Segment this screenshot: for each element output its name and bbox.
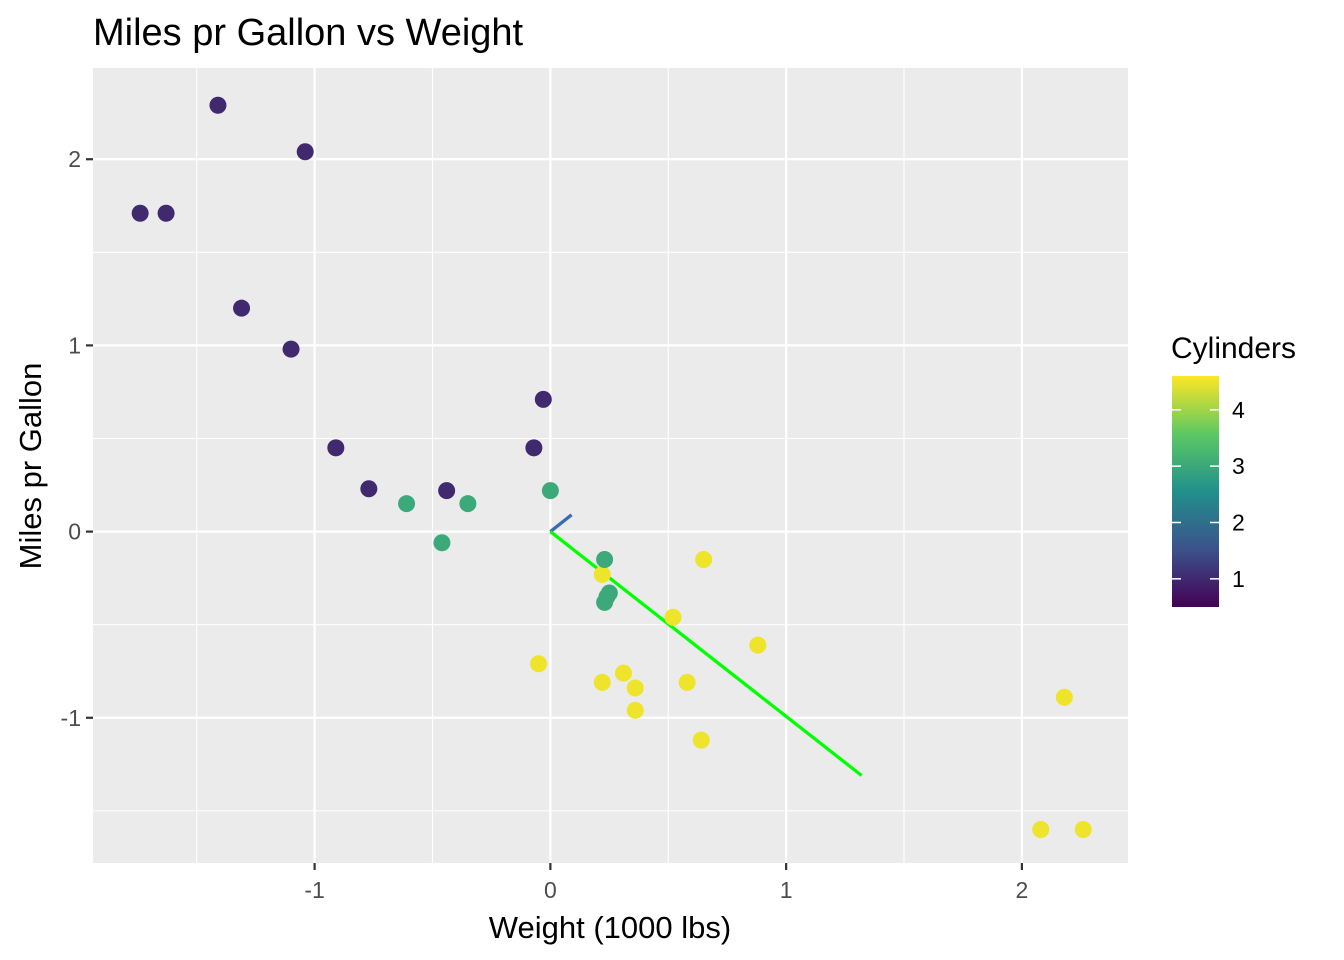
legend-title: Cylinders — [1171, 332, 1296, 365]
minor-gridlines — [93, 68, 1128, 863]
chart-title: Miles pr Gallon vs Weight — [93, 12, 524, 54]
data-point-7 — [360, 480, 378, 498]
y-tick-label-3: 2 — [68, 146, 81, 172]
data-point-24 — [593, 673, 611, 691]
legend-tick-label-0: 1 — [1232, 566, 1245, 592]
major-gridlines — [93, 68, 1128, 863]
data-point-8 — [438, 482, 456, 500]
x-tick-label-1: 0 — [544, 877, 557, 903]
data-point-26 — [626, 679, 644, 697]
fit-line-short — [549, 513, 573, 533]
data-point-11 — [398, 495, 416, 513]
y-tick-label-2: 1 — [68, 332, 81, 358]
data-point-21 — [664, 608, 682, 626]
data-point-32 — [1074, 820, 1092, 838]
x-axis: -1 0 1 2 — [304, 863, 1028, 903]
data-points — [131, 96, 1092, 838]
data-point-14 — [541, 482, 559, 500]
data-point-1 — [157, 204, 175, 222]
data-point-23 — [530, 655, 548, 673]
data-point-15 — [593, 565, 611, 583]
legend-ticks: 1 2 3 4 — [1172, 397, 1245, 592]
data-point-28 — [626, 701, 644, 719]
x-axis-title: Weight (1000 lbs) — [489, 910, 731, 945]
y-tick-label-0: -1 — [61, 705, 81, 731]
data-point-6 — [327, 439, 345, 457]
data-point-31 — [1032, 820, 1050, 838]
legend-tick-label-1: 2 — [1232, 509, 1245, 535]
data-point-22 — [749, 636, 767, 654]
data-point-2 — [209, 96, 227, 114]
data-point-12 — [459, 495, 477, 513]
data-point-10 — [534, 390, 552, 408]
data-point-3 — [296, 143, 314, 161]
y-axis: -1 0 1 2 — [61, 146, 93, 731]
data-point-5 — [282, 340, 300, 358]
data-point-29 — [692, 731, 710, 749]
data-point-30 — [1055, 688, 1073, 706]
data-point-27 — [678, 673, 696, 691]
plot-panel — [93, 68, 1128, 863]
x-tick-label-3: 2 — [1016, 877, 1029, 903]
x-tick-label-0: -1 — [304, 877, 324, 903]
data-point-0 — [131, 204, 149, 222]
data-point-9 — [525, 439, 543, 457]
y-axis-title: Miles pr Gallon — [13, 363, 48, 570]
data-point-20 — [695, 551, 713, 569]
data-point-4 — [233, 299, 251, 317]
data-point-25 — [614, 664, 632, 682]
legend-tick-label-3: 4 — [1232, 397, 1245, 423]
y-tick-label-1: 0 — [68, 519, 81, 545]
legend-tick-label-2: 3 — [1232, 453, 1245, 479]
x-tick-label-2: 1 — [780, 877, 793, 903]
data-point-13 — [433, 534, 451, 552]
legend-colorbar — [1172, 376, 1219, 607]
cylinders-legend: Cylinders 1 2 3 4 — [1171, 332, 1296, 607]
data-point-19 — [596, 593, 614, 611]
data-point-16 — [596, 551, 614, 569]
